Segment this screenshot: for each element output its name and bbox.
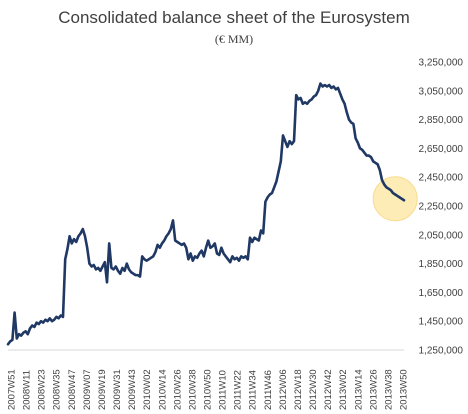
y-tick-label: 2,050,000	[419, 230, 464, 241]
x-tick-label: 2012W30	[308, 369, 319, 410]
x-tick-label: 2012W42	[323, 369, 334, 410]
y-tick-label: 1,250,000	[419, 346, 464, 357]
y-tick-label: 2,850,000	[419, 115, 464, 126]
y-tick-label: 3,050,000	[419, 86, 464, 97]
x-tick-label: 2011W46	[263, 370, 274, 410]
highlight-circle	[372, 176, 418, 222]
x-tick-label: 2013W14	[353, 369, 364, 410]
y-tick-label: 2,650,000	[419, 144, 464, 155]
x-tick-label: 2013W02	[338, 369, 349, 410]
x-tick-label: 2009W43	[127, 369, 138, 410]
y-tick-label: 2,450,000	[419, 173, 464, 184]
x-tick-label: 2010W14	[157, 369, 168, 410]
x-tick-label: 2013W38	[383, 369, 394, 410]
x-tick-label: 2008W23	[37, 369, 48, 410]
y-tick-label: 1,850,000	[419, 259, 464, 270]
x-tick-label: 2010W26	[172, 369, 183, 410]
x-tick-label: 2008W11	[22, 370, 33, 410]
x-tick-label: 2010W50	[203, 369, 214, 410]
x-tick-label: 2011W34	[248, 370, 259, 410]
series-line	[6, 82, 406, 346]
y-tick-label: 3,250,000	[419, 58, 464, 69]
chart-subtitle: (€ MM)	[214, 32, 254, 46]
x-tick-label: 2008W35	[52, 369, 63, 410]
y-tick-label: 2,250,000	[419, 202, 464, 213]
chart-title: Consolidated balance sheet of the Eurosy…	[58, 8, 410, 27]
x-tick-label: 2013W50	[399, 369, 410, 410]
x-tick-label: 2010W38	[187, 369, 198, 410]
x-tick-label: 2009W19	[97, 369, 108, 410]
x-tick-label: 2009W07	[82, 369, 93, 410]
x-tick-label: 2012W18	[293, 369, 304, 410]
x-tick-label: 2011W10	[218, 370, 229, 410]
x-tick-label: 2013W26	[368, 369, 379, 410]
x-tick-label: 2009W31	[112, 369, 123, 410]
x-tick-label: 2011W22	[233, 370, 244, 410]
x-tick-label: 2008W47	[67, 369, 78, 410]
y-tick-label: 1,650,000	[419, 288, 464, 299]
x-tick-label: 2007W51	[7, 369, 18, 410]
x-tick-label: 2012W06	[278, 369, 289, 410]
y-tick-label: 1,450,000	[419, 317, 464, 328]
x-tick-label: 2010W02	[142, 369, 153, 410]
